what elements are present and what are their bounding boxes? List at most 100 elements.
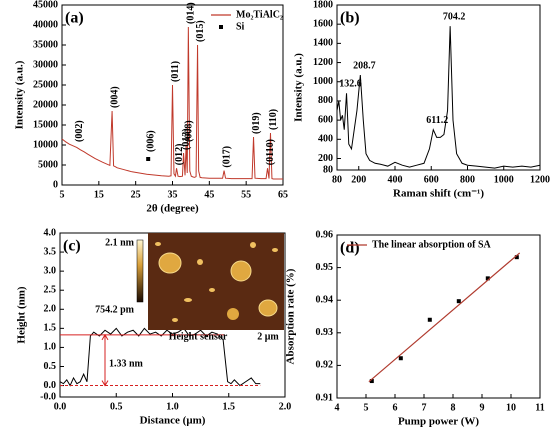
peak-label: (011) bbox=[170, 61, 181, 82]
y-tick-label: 1600 bbox=[313, 18, 333, 29]
legend-marker bbox=[219, 25, 223, 29]
y-tick-label: 2.0 bbox=[44, 304, 57, 315]
x-tick-label: 800 bbox=[460, 174, 475, 185]
x-tick-label: 7 bbox=[422, 402, 427, 413]
peak-label: 208.7 bbox=[353, 60, 376, 71]
x-tick-label: 6 bbox=[393, 402, 398, 413]
y-tick-label: -0.0 bbox=[40, 391, 56, 402]
x-tick-label: 25 bbox=[131, 189, 141, 200]
y-tick-label: 400 bbox=[318, 134, 333, 145]
x-tick-label: 0.0 bbox=[54, 401, 67, 412]
y-tick-label: 0.96 bbox=[316, 229, 334, 240]
peak-label: (019) bbox=[251, 112, 262, 134]
data-point bbox=[146, 157, 151, 161]
afm-grain bbox=[230, 260, 252, 282]
x-tick-label: 9 bbox=[480, 402, 485, 413]
afm-grain bbox=[155, 242, 161, 246]
afm-grain bbox=[258, 299, 278, 317]
peak-label: (004) bbox=[109, 86, 120, 108]
x-tick-label: 65 bbox=[278, 189, 288, 200]
y-tick-label: 0.5 bbox=[44, 361, 57, 372]
panel-label: (d) bbox=[340, 240, 360, 257]
panel-label: (a) bbox=[65, 10, 84, 27]
x-tick-label: 10 bbox=[506, 402, 516, 413]
inset-label: Height sensor bbox=[169, 331, 228, 342]
x-tick-label: 80 bbox=[332, 174, 342, 185]
data-point bbox=[456, 299, 461, 304]
x-tick-label: 4 bbox=[335, 402, 340, 413]
scale-label: 2 μm bbox=[257, 331, 279, 342]
x-axis-label: Distance (μm) bbox=[140, 415, 206, 427]
y-tick-label: 25000 bbox=[33, 79, 58, 90]
x-tick-label: 55 bbox=[241, 189, 251, 200]
peak-label: (015) bbox=[195, 20, 206, 42]
y-tick-label: 800 bbox=[318, 95, 333, 106]
y-tick-label: 1.0 bbox=[44, 342, 57, 353]
afm-grain bbox=[272, 248, 278, 252]
fit-line bbox=[368, 252, 521, 383]
y-tick-label: 3.5 bbox=[44, 246, 57, 257]
legend-label: Mo₂TiAlC₂ bbox=[236, 9, 283, 20]
y-tick-label: 1400 bbox=[313, 38, 333, 49]
y-tick-label: 30000 bbox=[33, 59, 58, 70]
panel-label: (c) bbox=[63, 238, 81, 255]
afm-grain bbox=[197, 259, 203, 265]
y-tick-label: 35000 bbox=[33, 39, 58, 50]
y-tick-label: 0.92 bbox=[316, 360, 334, 371]
data-line bbox=[61, 26, 283, 180]
x-tick-label: 11 bbox=[535, 402, 544, 413]
legend-label: The linear absorption of SA bbox=[372, 239, 491, 250]
afm-grain bbox=[184, 298, 192, 302]
y-tick-label: 1200 bbox=[313, 57, 333, 68]
peak-label: (002) bbox=[74, 120, 85, 142]
panel-label: (b) bbox=[340, 10, 360, 27]
data-point bbox=[398, 356, 403, 361]
x-tick-label: 400 bbox=[388, 174, 403, 185]
afm-grain bbox=[158, 252, 182, 274]
peak-label: 132.6 bbox=[339, 79, 362, 90]
y-axis-label: Intensity (a.u.) bbox=[293, 53, 305, 122]
data-line bbox=[59, 327, 261, 387]
x-tick-label: 600 bbox=[424, 174, 439, 185]
y-tick-label: 45000 bbox=[33, 0, 58, 10]
x-axis-label: Raman shift (cm⁻¹) bbox=[393, 188, 484, 200]
afm-grain bbox=[250, 242, 256, 248]
y-axis-label: Height (nm) bbox=[16, 286, 28, 343]
colorbar-max: 2.1 nm bbox=[105, 237, 135, 248]
afm-grain bbox=[209, 288, 215, 292]
peak-label: (110) bbox=[268, 109, 279, 130]
peak-label: (006) bbox=[145, 130, 156, 152]
y-tick-label: 1800 bbox=[313, 0, 333, 10]
x-tick-label: 1000 bbox=[494, 174, 514, 185]
peak-label: (008) bbox=[183, 120, 194, 142]
afm-inset: 2.1 nm 754.2 pm Height sensor 2 μm bbox=[95, 233, 284, 342]
peak-label: (014) bbox=[186, 2, 197, 24]
y-tick-label: 4.0 bbox=[44, 227, 57, 238]
x-tick-label: 45 bbox=[204, 189, 214, 200]
y-tick-label: 20000 bbox=[33, 99, 58, 110]
peak-label: (0110) bbox=[265, 139, 276, 165]
x-axis-label: Pump power (W) bbox=[398, 416, 479, 428]
peak-label: 704.2 bbox=[443, 11, 466, 22]
afm-grain bbox=[172, 318, 178, 322]
data-point bbox=[427, 317, 432, 322]
y-tick-label: 0.93 bbox=[316, 327, 334, 338]
x-tick-label: 1.5 bbox=[223, 401, 236, 412]
y-tick-label: 2.5 bbox=[44, 285, 57, 296]
colorbar-min: 754.2 pm bbox=[95, 304, 135, 315]
y-tick-label: 1000 bbox=[313, 76, 333, 87]
plot-frame bbox=[336, 234, 541, 399]
x-tick-label: 15 bbox=[94, 189, 104, 200]
y-tick-label: 0.94 bbox=[316, 294, 334, 305]
peak-label: 611.2 bbox=[426, 115, 448, 126]
x-tick-label: 1.0 bbox=[166, 401, 179, 412]
y-tick-label: 5000 bbox=[38, 159, 58, 170]
data-point bbox=[369, 379, 374, 384]
peak-label: (017) bbox=[221, 146, 232, 168]
y-tick-label: 600 bbox=[318, 114, 333, 125]
data-point bbox=[485, 276, 490, 281]
y-tick-label: 10000 bbox=[33, 139, 58, 150]
data-point bbox=[514, 255, 519, 260]
colorbar bbox=[136, 239, 144, 303]
